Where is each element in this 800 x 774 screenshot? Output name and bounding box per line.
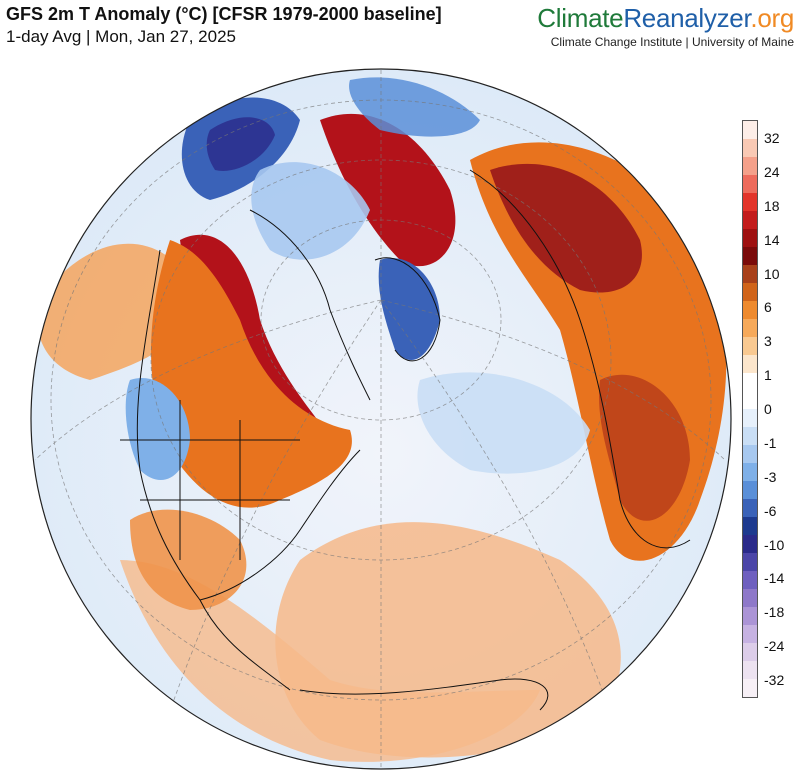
- colorbar-label: 0: [764, 401, 772, 417]
- colorbar-label: -14: [764, 570, 785, 587]
- anomaly-cold-western-us: [125, 378, 190, 480]
- colorbar-swatch: [743, 193, 757, 211]
- anomaly-hot-europe: [599, 374, 690, 521]
- colorbar-swatch: [743, 463, 757, 481]
- brand-block: ClimateReanalyzer.org Climate Change Ins…: [537, 3, 794, 49]
- anomaly-warm-tropics: [120, 560, 540, 762]
- colorbar-label: 32: [764, 130, 780, 146]
- anomaly-hot-siberia: [490, 163, 642, 293]
- colorbar-swatch: [743, 211, 757, 229]
- colorbar-swatch: [743, 391, 757, 409]
- anomaly-very-cold-alaska: [206, 117, 275, 171]
- graticule: [34, 70, 726, 769]
- colorbar-swatch: [743, 445, 757, 463]
- brand-logo-climate: Climate: [537, 3, 624, 33]
- colorbar-legend: [742, 120, 758, 698]
- colorbar-swatch: [743, 481, 757, 499]
- colorbar-swatch: [743, 301, 757, 319]
- colorbar-swatch: [743, 319, 757, 337]
- colorbar-label: 1: [764, 367, 772, 384]
- anomaly-cold-north-atlantic: [417, 372, 590, 474]
- anomaly-warm-usa: [130, 509, 247, 610]
- colorbar-swatch: [743, 157, 757, 175]
- coastlines: [120, 169, 691, 711]
- anomaly-cold-east-siberia: [349, 77, 480, 137]
- colorbar-swatch: [743, 625, 757, 643]
- colorbar-label: -1: [764, 434, 777, 451]
- colorbar-swatch: [743, 373, 757, 391]
- brand-logo-reanalyzer: Reanalyzer: [623, 3, 751, 33]
- colorbar-label: 6: [764, 299, 772, 316]
- colorbar-label: -6: [764, 502, 777, 519]
- colorbar-swatch: [743, 427, 757, 445]
- chart-subtitle: 1-day Avg | Mon, Jan 27, 2025: [6, 27, 236, 46]
- anomaly-hot-arctic: [320, 113, 456, 267]
- colorbar-label: 10: [764, 265, 780, 282]
- colorbar-swatch: [743, 535, 757, 553]
- colorbar-swatch: [743, 229, 757, 247]
- colorbar-label: -24: [764, 638, 785, 655]
- colorbar-label: 3: [764, 333, 772, 350]
- colorbar-swatch: [743, 283, 757, 301]
- anomaly-warm-canada: [151, 240, 352, 508]
- colorbar-swatch: [743, 589, 757, 607]
- globe-field: [31, 69, 731, 769]
- chart-title: GFS 2m T Anomaly (°C) [CFSR 1979-2000 ba…: [6, 4, 442, 24]
- colorbar-labels: 32 24 18 14 10 6 3 1 0 -1 -3 -6 -10 -14 -18 -24 -32: [764, 120, 800, 698]
- colorbar-label: -32: [764, 672, 785, 688]
- brand-affiliation: Climate Change Institute | University of…: [550, 35, 794, 49]
- colorbar-swatch: [743, 247, 757, 265]
- brand-logo-org: .org: [750, 3, 794, 33]
- colorbar-swatch: [743, 139, 757, 157]
- colorbar-swatch: [743, 499, 757, 517]
- colorbar-swatch: [743, 265, 757, 283]
- colorbar-label: -10: [764, 536, 785, 553]
- brand-logo[interactable]: ClimateReanalyzer.org: [537, 3, 794, 34]
- colorbar-swatch: [743, 553, 757, 571]
- colorbar-swatch: [743, 337, 757, 355]
- colorbar-swatch: [743, 679, 757, 697]
- colorbar-swatch: [743, 661, 757, 679]
- colorbar-swatch: [743, 607, 757, 625]
- globe-outline: [30, 68, 732, 770]
- colorbar-swatch: [743, 571, 757, 589]
- colorbar-swatch: [743, 409, 757, 427]
- colorbar-swatch: [743, 355, 757, 373]
- colorbar-label: -18: [764, 604, 785, 621]
- anomaly-cold-greenland: [378, 258, 440, 360]
- colorbar-label: 24: [764, 163, 780, 180]
- anomaly-cold-arctic-ocean: [251, 162, 370, 260]
- colorbar-label: -3: [764, 468, 777, 485]
- colorbar-swatch: [743, 643, 757, 661]
- colorbar-swatch: [743, 175, 757, 193]
- colorbar-label: 14: [764, 231, 780, 248]
- colorbar-swatch: [743, 121, 757, 139]
- colorbar-label: 18: [764, 197, 780, 214]
- colorbar-swatch: [743, 517, 757, 535]
